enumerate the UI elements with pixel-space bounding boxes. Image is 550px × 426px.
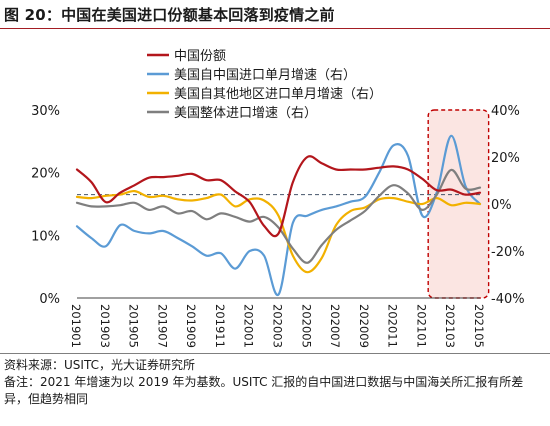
line-chart: 0% 10% 20% 30% -40% -20% 0% 20% 40% 201901 201903 2… [31, 49, 525, 348]
legend-label: 中国份额 [174, 49, 226, 64]
source-note: 资料来源：USITC，光大证券研究所 [4, 358, 195, 372]
figure-title: 图 20：中国在美国进口份额基本回落到疫情之前 [4, 6, 335, 24]
y-left-tick-label: 0% [39, 292, 60, 307]
legend-label: 美国整体进口增速（右） [174, 106, 317, 121]
notes-block: 资料来源：USITC，光大证券研究所 备注：2021 年增速为以 2019 年为… [4, 357, 544, 408]
series-line-us_from_other [75, 189, 482, 274]
x-tick-label: 202003 [271, 304, 285, 348]
remark-note: 备注：2021 年增速为以 2019 年为基数。USITC 汇报的自中国进口数据… [4, 375, 524, 406]
x-tick-label: 202103 [443, 304, 457, 348]
x-tick-label: 202009 [357, 304, 371, 348]
x-tick-label: 202011 [386, 304, 400, 348]
y-left-tick-label: 20% [31, 167, 60, 182]
x-tick-label: 201909 [184, 304, 198, 348]
legend-label: 美国自中国进口单月增速（右） [174, 68, 356, 83]
y-right-tick-label: 0% [491, 198, 512, 213]
x-tick-label: 202007 [328, 304, 342, 348]
x-tick-label: 201907 [155, 304, 169, 348]
legend-label: 美国自其他地区进口单月增速（右） [174, 87, 382, 102]
series-line-us_total [75, 168, 482, 264]
x-tick-label: 202001 [242, 304, 256, 348]
y-right-tick-label: -20% [491, 245, 525, 260]
x-tick-label: 201901 [69, 304, 83, 348]
y-right-tick-label: 40% [491, 104, 520, 119]
notes-divider [0, 353, 550, 354]
y-right-tick-label: 20% [491, 151, 520, 166]
y-left-tick-label: 10% [31, 229, 60, 244]
x-tick-label: 202005 [299, 304, 313, 348]
x-tick-label: 202101 [414, 304, 428, 348]
title-divider [0, 28, 550, 29]
x-tick-label: 201911 [213, 304, 227, 348]
y-right-tick-label: -40% [491, 292, 525, 307]
x-tick-label: 201903 [98, 304, 112, 348]
y-left-tick-label: 30% [31, 104, 60, 119]
x-tick-label: 201905 [127, 304, 141, 348]
x-tick-label: 202105 [472, 304, 486, 348]
series-line-china_share [75, 155, 482, 238]
